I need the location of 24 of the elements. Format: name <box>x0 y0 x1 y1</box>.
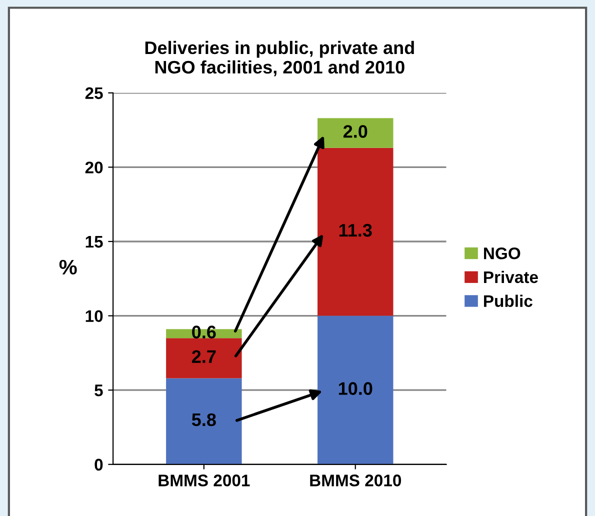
legend-label: Public <box>484 294 532 307</box>
x-tick-label: BMMS 2001 <box>158 474 250 486</box>
y-tick-label: 10 <box>86 310 103 322</box>
bar <box>318 316 394 464</box>
legend-label: NGO <box>484 247 520 260</box>
bar <box>166 338 242 378</box>
data-label: 11.3 <box>339 224 372 237</box>
x-tick-label: BMMS 2010 <box>310 474 402 486</box>
data-label: 2.0 <box>343 125 368 138</box>
data-label: 10.0 <box>338 382 372 395</box>
bar <box>166 378 242 464</box>
bar <box>318 118 394 148</box>
y-tick-label: 25 <box>85 87 103 100</box>
data-label: 2.7 <box>192 350 216 363</box>
y-tick-label: 5 <box>94 384 103 396</box>
bar <box>318 148 394 316</box>
legend-label: Private <box>484 270 538 284</box>
data-label: 5.8 <box>192 413 216 426</box>
y-tick-label: 20 <box>85 162 103 174</box>
data-label: 0.6 <box>192 326 216 338</box>
y-tick-label: 0 <box>94 458 103 471</box>
y-axis-title: % <box>59 260 77 274</box>
chart-title: Deliveries in public, private and NGO facilities, 2001 and 2010 <box>145 40 414 76</box>
y-tick-label: 15 <box>86 236 103 248</box>
